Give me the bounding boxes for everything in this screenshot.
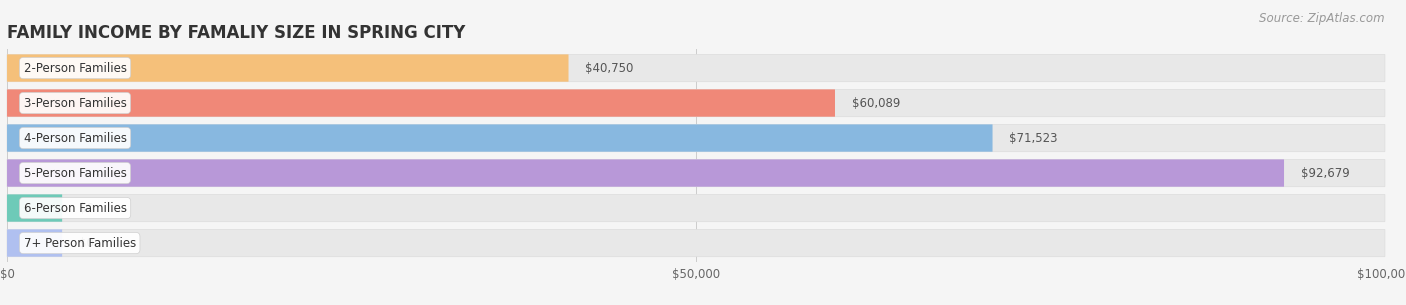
- Text: $60,089: $60,089: [852, 97, 900, 109]
- FancyBboxPatch shape: [7, 229, 1385, 257]
- FancyBboxPatch shape: [7, 89, 1385, 117]
- Text: $71,523: $71,523: [1010, 131, 1057, 145]
- FancyBboxPatch shape: [7, 89, 835, 117]
- Text: 5-Person Families: 5-Person Families: [24, 167, 127, 180]
- FancyBboxPatch shape: [7, 160, 1385, 187]
- FancyBboxPatch shape: [7, 160, 1284, 187]
- Text: Source: ZipAtlas.com: Source: ZipAtlas.com: [1260, 12, 1385, 25]
- Text: FAMILY INCOME BY FAMALIY SIZE IN SPRING CITY: FAMILY INCOME BY FAMALIY SIZE IN SPRING …: [7, 24, 465, 42]
- FancyBboxPatch shape: [7, 229, 62, 257]
- Text: 4-Person Families: 4-Person Families: [24, 131, 127, 145]
- FancyBboxPatch shape: [7, 54, 568, 82]
- FancyBboxPatch shape: [7, 194, 62, 222]
- Text: $0: $0: [79, 237, 94, 249]
- FancyBboxPatch shape: [7, 124, 1385, 152]
- Text: $92,679: $92,679: [1301, 167, 1350, 180]
- Text: 7+ Person Families: 7+ Person Families: [24, 237, 136, 249]
- Text: $40,750: $40,750: [585, 62, 634, 74]
- FancyBboxPatch shape: [7, 124, 993, 152]
- Text: $0: $0: [79, 202, 94, 214]
- Text: 3-Person Families: 3-Person Families: [24, 97, 127, 109]
- Text: 6-Person Families: 6-Person Families: [24, 202, 127, 214]
- Text: 2-Person Families: 2-Person Families: [24, 62, 127, 74]
- FancyBboxPatch shape: [7, 54, 1385, 82]
- FancyBboxPatch shape: [7, 194, 1385, 222]
